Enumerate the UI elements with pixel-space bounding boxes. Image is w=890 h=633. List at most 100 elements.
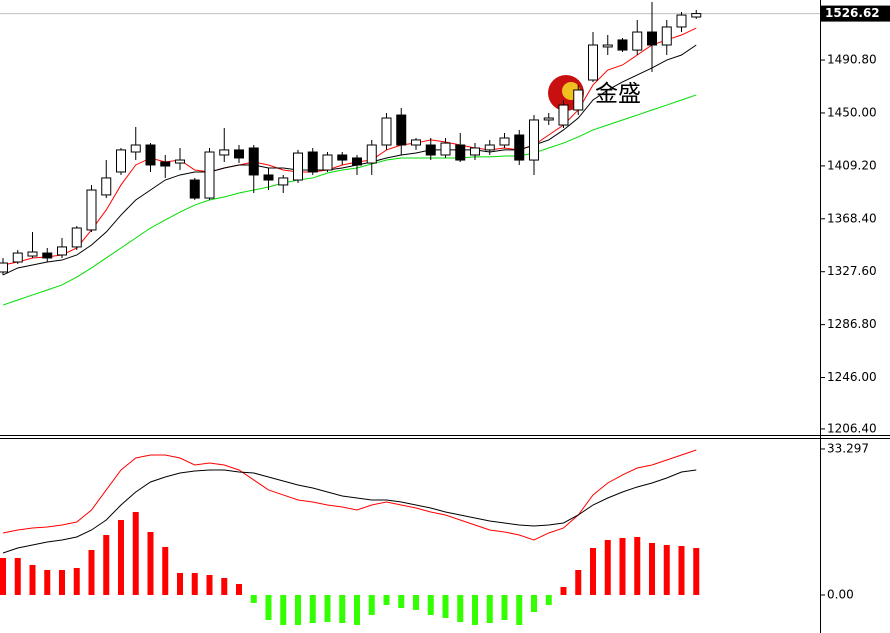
y-tick-label: 0.00 — [827, 587, 854, 601]
histogram-bar — [516, 594, 523, 625]
candle-body — [632, 31, 643, 51]
histogram-bar — [501, 594, 508, 620]
candle-body — [588, 44, 598, 81]
candle-body — [396, 114, 407, 146]
y-tick-label: 1286.80 — [827, 317, 877, 331]
candle-body — [234, 149, 244, 159]
candle-body — [204, 151, 215, 199]
histogram-bar — [545, 594, 552, 605]
candle-body — [307, 151, 318, 173]
histogram-bar — [0, 557, 6, 595]
candle-body — [573, 89, 584, 111]
candle-body — [86, 189, 97, 231]
histogram-bar — [295, 594, 301, 625]
histogram-bar — [472, 594, 478, 625]
histogram-bar — [531, 594, 537, 612]
candle-body — [263, 174, 274, 181]
candle-body — [691, 13, 702, 18]
histogram-bar — [663, 544, 670, 595]
histogram-bar — [147, 531, 154, 595]
candle-body — [278, 177, 289, 186]
histogram-bar — [29, 564, 36, 595]
candle-body — [27, 251, 38, 257]
candle-body — [381, 117, 392, 146]
candle-body — [676, 14, 687, 28]
last-price-box — [821, 5, 890, 22]
y-tick-label: 1327.60 — [827, 264, 877, 278]
histogram-bar — [693, 547, 700, 595]
indicator-line — [2, 449, 697, 541]
y-tick-label: 33.297 — [827, 441, 869, 455]
histogram-bar — [398, 594, 405, 608]
histogram-bar — [265, 594, 272, 620]
candle-body — [558, 104, 569, 126]
candle-body — [145, 144, 156, 166]
histogram-bar — [427, 594, 434, 615]
candle-body — [293, 152, 303, 181]
histogram-bar — [250, 594, 257, 603]
candle-body — [411, 139, 421, 146]
candle-body — [42, 252, 53, 259]
histogram-bar — [59, 569, 65, 595]
histogram-bar — [634, 536, 641, 595]
candle-body — [116, 149, 126, 173]
candle-body — [366, 144, 377, 164]
histogram-bar — [103, 534, 110, 595]
histogram-bar — [619, 537, 626, 595]
y-tick-label: 1206.40 — [827, 421, 877, 435]
histogram-bar — [206, 574, 213, 595]
candle-body — [425, 144, 436, 156]
candle-body — [101, 177, 112, 196]
last-price-label: 1526.62 — [825, 6, 880, 20]
histogram-bar — [486, 594, 493, 624]
histogram-bar — [678, 546, 685, 595]
candle-body — [322, 154, 333, 171]
histogram-bar — [309, 594, 316, 624]
indicator-line — [2, 94, 697, 306]
histogram-bar — [44, 569, 51, 595]
histogram-bar — [383, 594, 390, 605]
histogram-bar — [177, 572, 183, 595]
candle-body — [71, 227, 82, 248]
candle-body — [189, 179, 200, 199]
histogram-bar — [191, 572, 198, 595]
candle-body — [440, 142, 451, 156]
candle-body — [514, 134, 525, 161]
histogram-bar — [339, 594, 346, 624]
histogram-bar — [368, 594, 375, 615]
histogram-bar — [162, 546, 169, 595]
candle-body — [130, 144, 141, 153]
histogram-bar — [236, 583, 242, 595]
histogram-bar — [14, 557, 21, 595]
histogram-bar — [560, 587, 567, 595]
candle-body — [352, 157, 362, 166]
candle-body — [602, 44, 613, 48]
candle-body — [57, 246, 67, 256]
histogram-bar — [575, 569, 582, 595]
histogram-bar — [590, 547, 596, 595]
y-tick-label: 1246.00 — [827, 370, 877, 384]
histogram-bar — [73, 567, 80, 595]
histogram-bar — [118, 519, 124, 595]
histogram-bar — [457, 594, 464, 622]
candle-body — [0, 262, 8, 273]
candle-body — [543, 117, 554, 121]
candle-body — [529, 119, 539, 161]
histogram-bar — [221, 577, 228, 595]
histogram-bar — [88, 549, 95, 595]
candle-body — [470, 147, 480, 156]
y-tick-label: 1368.40 — [827, 211, 877, 225]
histogram-bar — [324, 594, 331, 622]
candle-body — [499, 137, 510, 146]
candle-body — [175, 159, 185, 164]
candle-body — [12, 252, 23, 263]
histogram-bar — [604, 539, 611, 595]
histogram-bar — [649, 542, 655, 595]
histogram-bar — [132, 511, 139, 595]
y-tick-label: 1450.00 — [827, 105, 877, 119]
indicator-line — [2, 469, 697, 554]
candle-body — [617, 39, 628, 51]
candle-body — [160, 161, 171, 167]
